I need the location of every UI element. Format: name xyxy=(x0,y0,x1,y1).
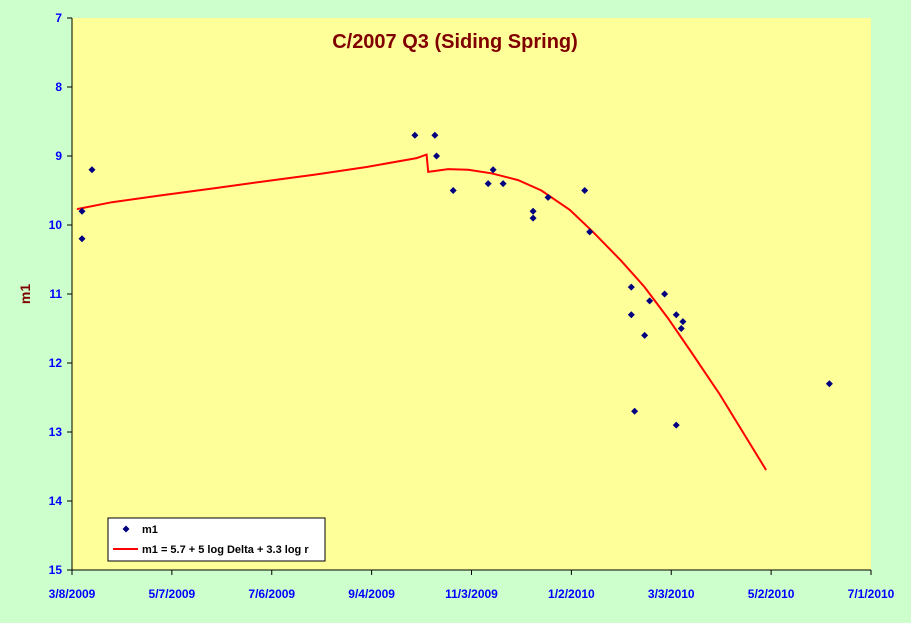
data-points-layer xyxy=(78,131,833,429)
data-point xyxy=(646,297,654,305)
data-point xyxy=(433,152,441,160)
legend-label-m1: m1 xyxy=(142,524,158,536)
model-line xyxy=(76,153,767,471)
x-tick-label: 7/6/2009 xyxy=(248,587,295,601)
data-point xyxy=(544,193,552,201)
x-tick-label: 3/3/2010 xyxy=(648,587,695,601)
data-point xyxy=(78,207,86,215)
data-point xyxy=(586,228,594,236)
y-tick-label: 14 xyxy=(49,494,63,508)
y-tick-label: 15 xyxy=(49,563,63,577)
x-tick-label: 5/2/2010 xyxy=(748,587,795,601)
x-tick-label: 1/2/2010 xyxy=(548,587,595,601)
data-point xyxy=(449,187,457,194)
data-point xyxy=(672,311,680,319)
data-point xyxy=(825,380,833,388)
data-point xyxy=(627,311,635,319)
data-point xyxy=(484,180,492,188)
y-tick-label: 8 xyxy=(55,80,62,94)
axes: 7 8 9 10 11 12 13 14 15 3/8/2009 5/7/2009 7/6/2009 9… xyxy=(49,11,895,601)
y-tick-label: 12 xyxy=(49,356,63,370)
y-tick-label: 10 xyxy=(49,218,63,232)
legend-box xyxy=(107,517,326,562)
data-point xyxy=(499,180,507,188)
x-tick-label: 3/8/2009 xyxy=(49,587,96,601)
data-point xyxy=(78,235,86,243)
data-point xyxy=(411,131,419,139)
data-point xyxy=(641,331,649,339)
data-point xyxy=(529,214,537,222)
data-point xyxy=(677,325,685,332)
data-point xyxy=(661,290,669,298)
model-line-layer xyxy=(76,153,767,471)
x-tick-label: 7/1/2010 xyxy=(848,587,895,601)
data-point xyxy=(88,166,96,174)
data-point xyxy=(672,421,680,429)
y-tick-label: 9 xyxy=(55,149,62,163)
y-axis-label: m1 xyxy=(17,284,33,304)
legend: m1 m1 = 5.7 + 5 log Delta + 3.3 log r xyxy=(107,517,326,562)
data-point xyxy=(581,187,589,194)
y-tick-label: 13 xyxy=(49,425,63,439)
y-tick-label: 7 xyxy=(55,11,62,25)
x-tick-label: 11/3/2009 xyxy=(445,587,498,601)
data-point xyxy=(679,318,687,326)
x-tick-label: 9/4/2009 xyxy=(348,587,395,601)
x-tick-label: 5/7/2009 xyxy=(149,587,196,601)
data-point xyxy=(631,407,639,415)
plot-area xyxy=(72,18,871,570)
data-point xyxy=(529,207,537,215)
chart-title: C/2007 Q3 (Siding Spring) xyxy=(332,31,578,53)
y-tick-label: 11 xyxy=(49,287,62,301)
legend-marker-diamond xyxy=(122,525,130,533)
data-point xyxy=(431,131,439,139)
data-point xyxy=(627,283,635,291)
data-point xyxy=(489,166,497,174)
legend-label-model: m1 = 5.7 + 5 log Delta + 3.3 log r xyxy=(142,544,309,556)
